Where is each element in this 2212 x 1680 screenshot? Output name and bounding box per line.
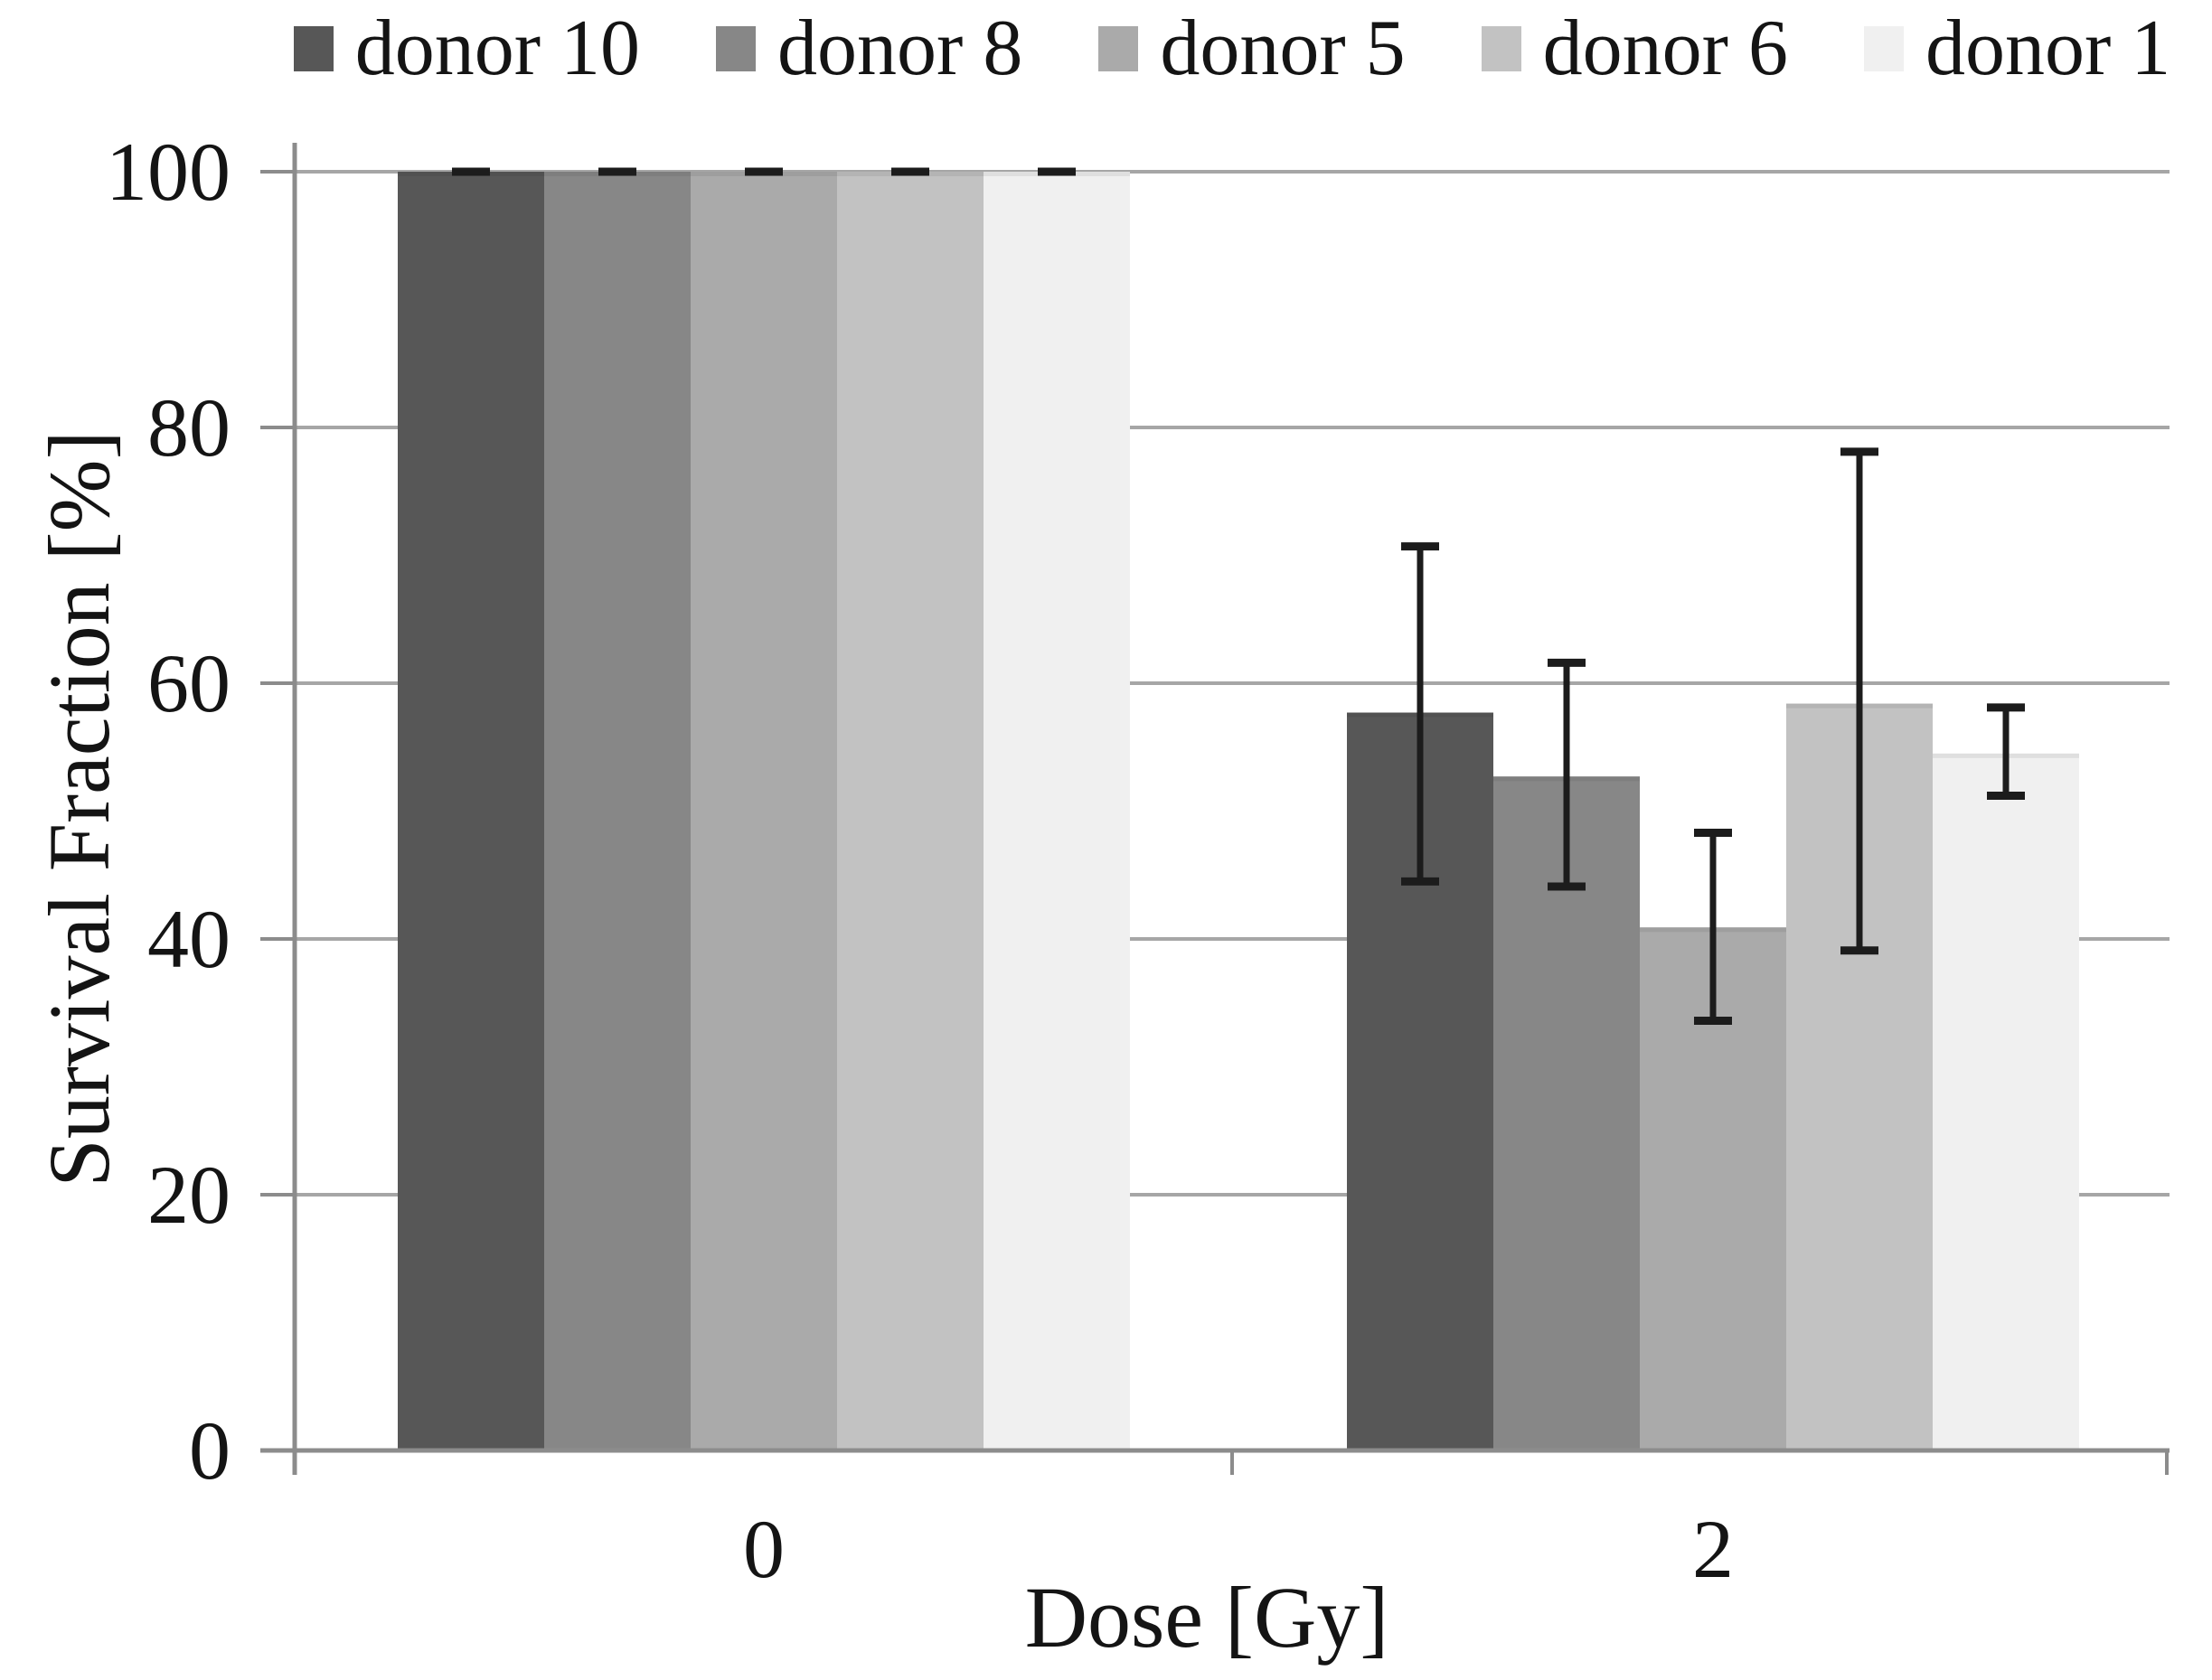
x-axis-title: Dose [Gy] bbox=[1024, 1569, 1389, 1666]
legend-swatch-donor-10 bbox=[293, 26, 334, 71]
legend-item-donor-8: donor 8 bbox=[716, 9, 1022, 89]
error-bar-donor-10-dose-2 bbox=[1401, 542, 1439, 886]
bar-donor-1-dose-0 bbox=[984, 172, 1130, 1450]
legend-label: donor 5 bbox=[1160, 5, 1406, 92]
legend-label: donor 1 bbox=[1925, 5, 2171, 92]
bars bbox=[398, 172, 2079, 1450]
error-bar-donor-8-dose-2 bbox=[1548, 658, 1586, 891]
bar-donor-10-dose-0 bbox=[398, 172, 544, 1450]
error-bar-donor-1-dose-2 bbox=[1987, 703, 2025, 801]
legend-swatch-donor-1 bbox=[1863, 26, 1904, 71]
legend-swatch-donor-5 bbox=[1098, 26, 1139, 71]
error-bars bbox=[452, 167, 2025, 1026]
y-tick-label-0: 0 bbox=[189, 1404, 231, 1497]
legend-item-donor-6: donor 6 bbox=[1481, 5, 1788, 92]
error-bar-donor-6-dose-2 bbox=[1840, 447, 1878, 955]
bar-donor-8-dose-0 bbox=[544, 172, 691, 1450]
legend-label: donor 10 bbox=[354, 5, 641, 92]
y-tick-label-60: 60 bbox=[147, 637, 231, 729]
bar-donor-6-dose-0 bbox=[837, 172, 984, 1450]
legend-swatch-donor-8 bbox=[716, 26, 757, 71]
x-category-label-2: 2 bbox=[1692, 1503, 1734, 1595]
y-tick-label-100: 100 bbox=[106, 126, 231, 218]
legend: donor 10 donor 8 donor 5 donor 6 donor 1 bbox=[293, 5, 2171, 92]
y-tick-label-80: 80 bbox=[147, 381, 231, 474]
error-bar-donor-5-dose-2 bbox=[1694, 829, 1732, 1026]
x-category-label-0: 0 bbox=[743, 1503, 785, 1595]
bar-donor-5-dose-0 bbox=[691, 172, 837, 1450]
legend-item-donor-5: donor 5 bbox=[1098, 5, 1406, 92]
axes bbox=[260, 143, 2170, 1475]
y-tick-label-20: 20 bbox=[147, 1149, 231, 1241]
legend-label: donor 8 bbox=[777, 5, 1023, 92]
bar-donor-1-dose-2 bbox=[1933, 753, 2079, 1450]
legend-item-donor-10: donor 10 bbox=[293, 5, 641, 92]
y-tick-labels: 0 20 40 60 80 100 bbox=[106, 126, 231, 1497]
legend-swatch-donor-6 bbox=[1481, 26, 1521, 71]
legend-label: donor 6 bbox=[1542, 5, 1788, 92]
legend-item-donor-1: donor 1 bbox=[1863, 5, 2171, 92]
y-tick-label-40: 40 bbox=[147, 893, 231, 985]
y-axis-title: Survival Fraction [%] bbox=[31, 430, 127, 1187]
